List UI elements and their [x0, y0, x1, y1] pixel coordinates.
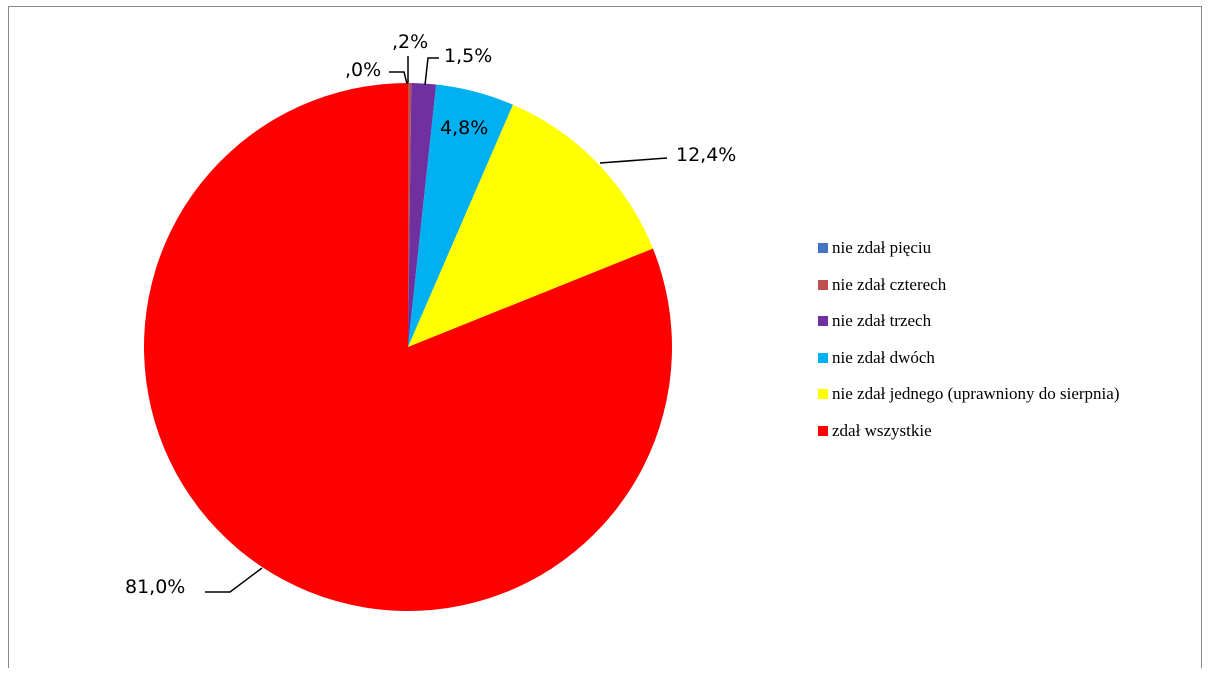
leader-line-0	[389, 71, 408, 85]
legend-item-zdal-wszystkie: zdał wszystkie	[818, 413, 1208, 450]
pie-slices	[143, 82, 672, 612]
legend-item-nie-zdal-pieciu: nie zdał pięciu	[818, 230, 1208, 267]
legend-swatch	[818, 243, 828, 254]
leader-line-4	[205, 567, 263, 593]
legend-item-nie-zdal-jednego: nie zdał jednego (uprawniony do sierpnia…	[818, 376, 1208, 413]
data-label-nie-zdal-dwoch: 4,8%	[440, 117, 488, 139]
leader-line-3	[599, 157, 668, 164]
data-label-nie-zdal-trzech: 1,5%	[444, 45, 492, 67]
pie-slice-5	[143, 82, 672, 612]
legend-swatch	[818, 425, 828, 436]
leader-line-2	[424, 57, 439, 86]
legend-label: nie zdał pięciu	[832, 238, 932, 258]
legend-item-nie-zdal-trzech: nie zdał trzech	[818, 303, 1208, 340]
legend-label: nie zdał trzech	[832, 311, 932, 331]
legend-label: zdał wszystkie	[832, 420, 932, 440]
leader-lines	[205, 56, 668, 593]
legend-item-nie-zdal-czterech: nie zdał czterech	[818, 267, 1208, 304]
legend-swatch	[818, 389, 828, 400]
legend-label: nie zdał czterech	[832, 274, 947, 294]
data-label-zdal-wszystkie: 81,0%	[125, 576, 185, 598]
legend-item-nie-zdal-dwoch: nie zdał dwóch	[818, 340, 1208, 377]
legend-label: nie zdał dwóch	[832, 347, 935, 367]
data-label-nie-zdal-czterech: ,2%	[392, 31, 428, 53]
data-label-nie-zdal-pieciu: ,0%	[345, 59, 381, 81]
pie-slice-1	[408, 82, 412, 347]
pie-slice-3	[408, 84, 513, 347]
pie-slice-4	[408, 104, 653, 347]
pie-slice-2	[408, 83, 437, 348]
data-label-nie-zdal-jednego: 12,4%	[676, 144, 736, 166]
legend-swatch	[818, 352, 828, 363]
legend-swatch	[818, 316, 828, 327]
legend-swatch	[818, 279, 828, 290]
legend: nie zdał pięciu nie zdał czterech nie zd…	[818, 230, 1208, 449]
legend-label: nie zdał jednego (uprawniony do sierpnia…	[832, 384, 1120, 404]
